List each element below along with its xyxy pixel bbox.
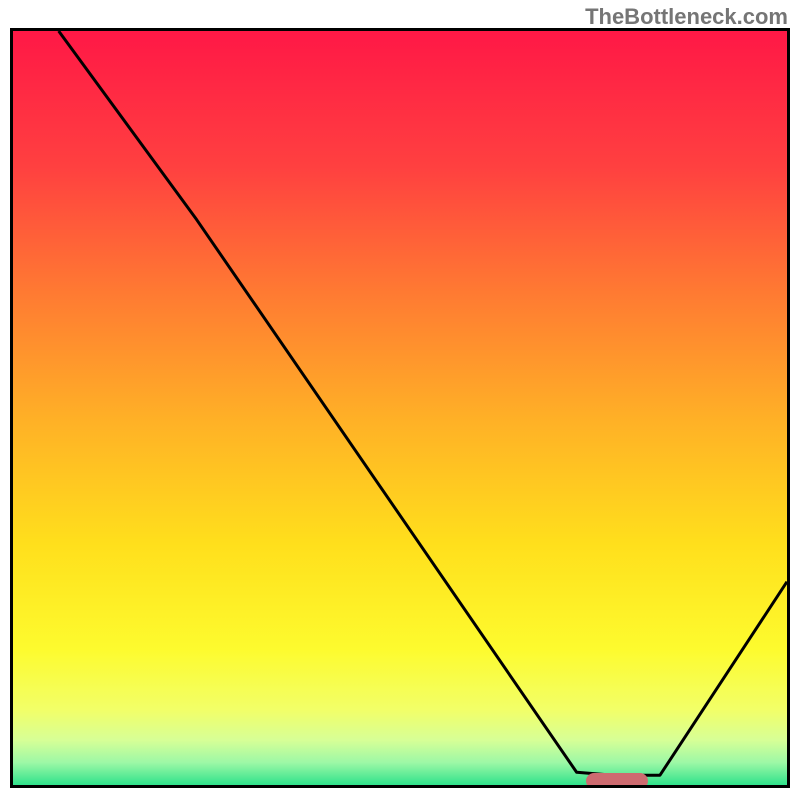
bottleneck-curve: [13, 31, 787, 785]
optimal-range-marker: [586, 773, 648, 788]
chart-frame: [10, 28, 790, 788]
watermark-text: TheBottleneck.com: [585, 4, 788, 30]
